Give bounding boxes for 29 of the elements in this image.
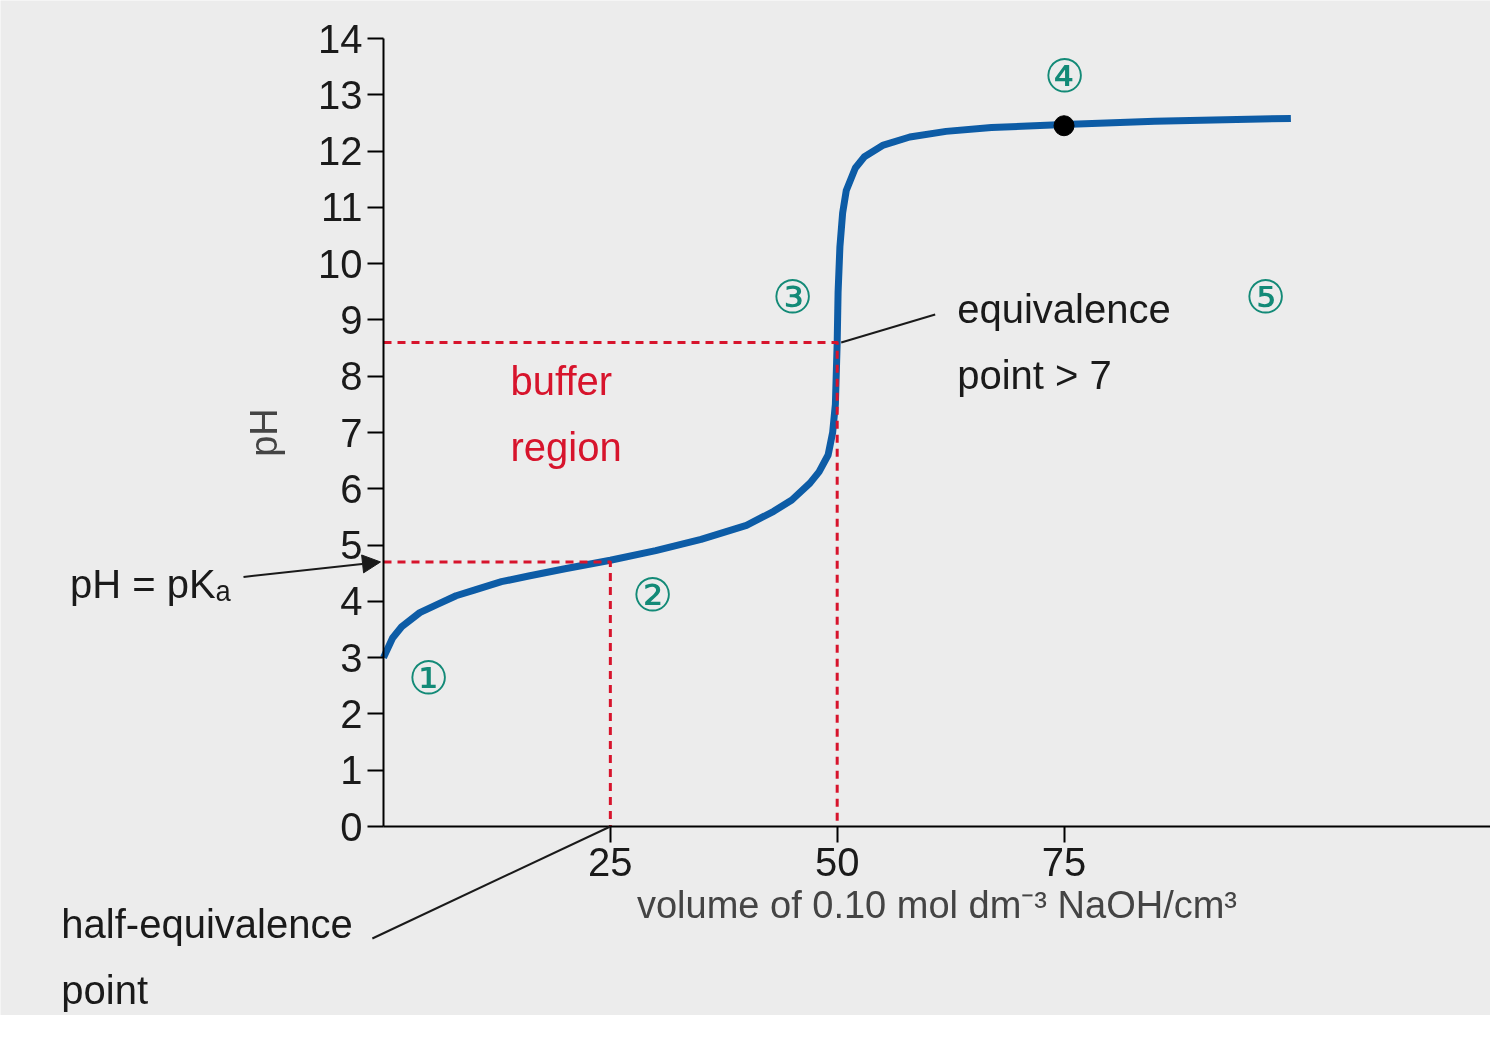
y-tick-label: 10 (318, 241, 363, 286)
y-tick-label: 11 (320, 185, 363, 230)
x-tick-label: 50 (814, 839, 860, 884)
y-tick-label: 13 (318, 72, 363, 117)
y-tick-label: 6 (340, 466, 363, 511)
y-tick-label: 3 (340, 635, 363, 680)
annotation: ③ (771, 271, 813, 324)
annotation: half-equivalence point (61, 901, 353, 1012)
y-tick-label: 12 (318, 129, 363, 174)
annotation: buffer region (510, 358, 622, 469)
annotation: ② (631, 568, 673, 621)
x-tick-label: 25 (588, 839, 633, 884)
annotation: equivalence point > 7 (957, 287, 1171, 398)
y-tick-label: 8 (340, 354, 363, 399)
y-tick-label: 4 (340, 579, 363, 624)
x-tick-label: 75 (1041, 839, 1087, 884)
y-axis-title: pH (243, 408, 286, 457)
y-tick-label: 9 (340, 297, 363, 342)
y-tick-label: 0 (340, 804, 363, 849)
annotation: ① (408, 651, 449, 704)
annotation: ④ (1043, 49, 1085, 102)
x-axis-title: volume of 0.10 mol dm⁻³ NaOH/cm³ (636, 883, 1238, 926)
y-tick-label: 14 (318, 16, 363, 61)
y-tick-label: 7 (340, 410, 363, 455)
y-tick-label: 5 (340, 523, 363, 568)
annotation: pH = pKₐ (69, 561, 232, 606)
y-tick-label: 2 (340, 691, 363, 736)
y-tick-label: 1 (340, 748, 363, 793)
annotation: ⑤ (1245, 270, 1286, 323)
